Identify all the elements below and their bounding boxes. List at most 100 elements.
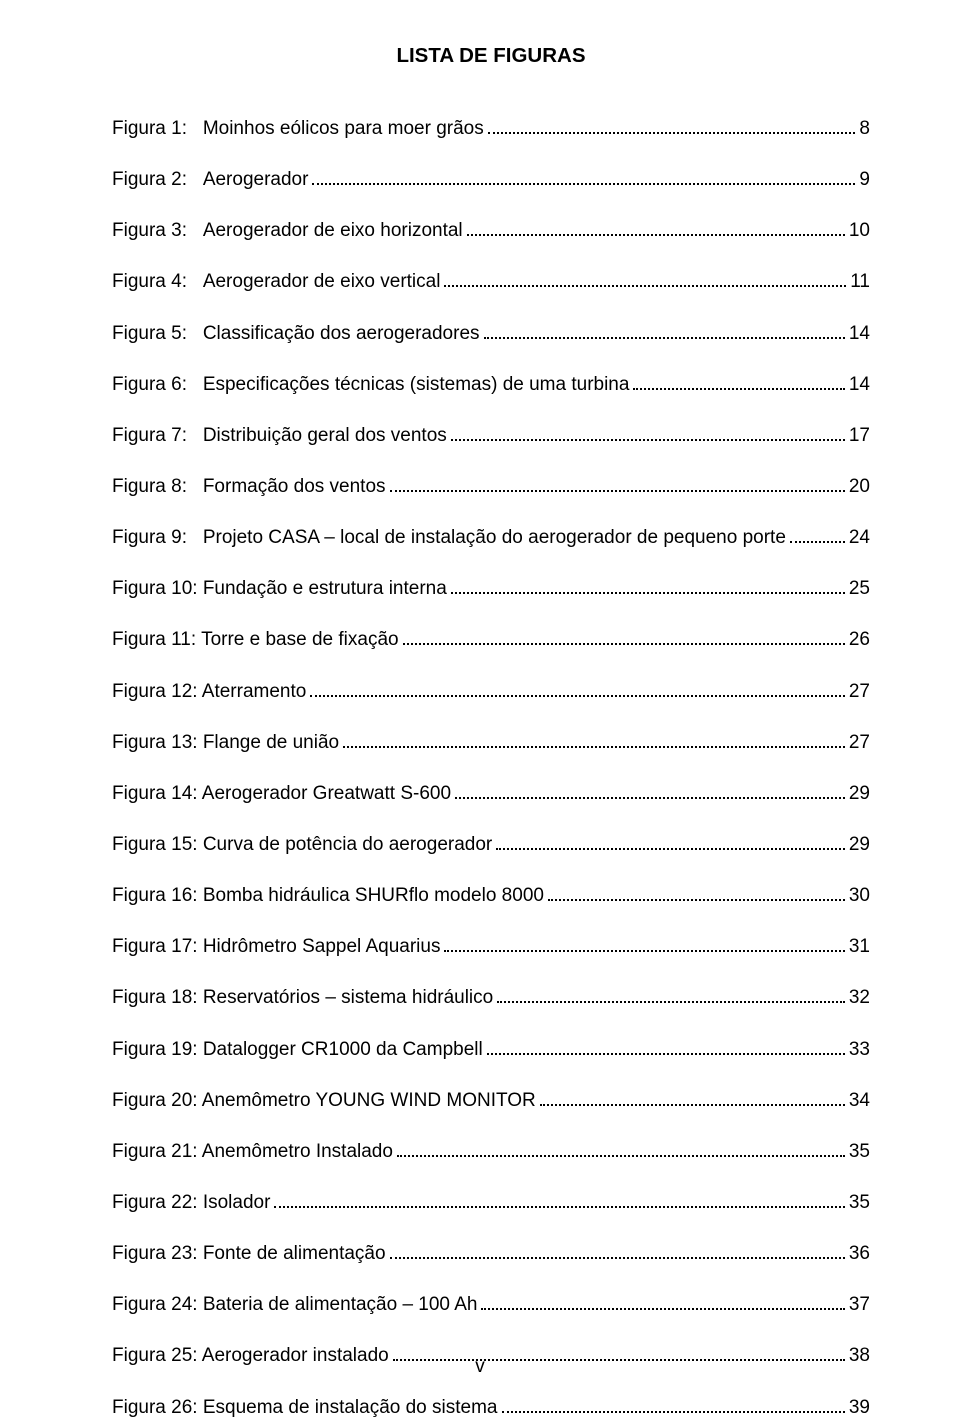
figure-page-number: 17	[849, 423, 870, 449]
figure-page-number: 8	[859, 116, 870, 142]
figure-label: Figura 5: Classificação dos aerogeradore…	[112, 321, 480, 347]
figure-page-number: 26	[849, 627, 870, 653]
figure-page-number: 36	[849, 1241, 870, 1267]
list-item: Figura 18: Reservatórios – sistema hidrá…	[112, 985, 870, 1011]
figure-label: Figura 3: Aerogerador de eixo horizontal	[112, 218, 463, 244]
figure-page-number: 29	[849, 781, 870, 807]
figure-page-number: 35	[849, 1190, 870, 1216]
figure-label: Figura 15: Curva de potência do aerogera…	[112, 832, 492, 858]
figure-page-number: 33	[849, 1037, 870, 1063]
dot-leader	[496, 835, 845, 850]
figure-label: Figura 8: Formação dos ventos	[112, 474, 386, 500]
figure-page-number: 35	[849, 1139, 870, 1165]
figure-label: Figura 18: Reservatórios – sistema hidrá…	[112, 985, 493, 1011]
list-item: Figura 14: Aerogerador Greatwatt S-600 2…	[112, 781, 870, 807]
page-title: LISTA DE FIGURAS	[112, 44, 870, 68]
list-item: Figura 8: Formação dos ventos 20	[112, 474, 870, 500]
list-item: Figura 4: Aerogerador de eixo vertical 1…	[112, 269, 870, 295]
figure-page-number: 34	[849, 1088, 870, 1114]
figure-page-number: 14	[849, 321, 870, 347]
dot-leader	[390, 477, 845, 492]
dot-leader	[633, 374, 844, 389]
list-item: Figura 3: Aerogerador de eixo horizontal…	[112, 218, 870, 244]
list-item: Figura 20: Anemômetro YOUNG WIND MONITOR…	[112, 1088, 870, 1114]
figure-label: Figura 21: Anemômetro Instalado	[112, 1139, 393, 1165]
dot-leader	[487, 1039, 845, 1054]
figure-label: Figura 11: Torre e base de fixação	[112, 627, 399, 653]
dot-leader	[484, 323, 845, 338]
list-item: Figura 2: Aerogerador 9	[112, 167, 870, 193]
figure-page-number: 30	[849, 883, 870, 909]
dot-leader	[488, 119, 856, 134]
list-item: Figura 16: Bomba hidráulica SHURflo mode…	[112, 883, 870, 909]
figure-page-number: 10	[849, 218, 870, 244]
figure-page-number: 27	[849, 679, 870, 705]
figure-page-number: 27	[849, 730, 870, 756]
figure-label: Figura 4: Aerogerador de eixo vertical	[112, 269, 440, 295]
figure-page-number: 20	[849, 474, 870, 500]
list-item: Figura 21: Anemômetro Instalado 35	[112, 1139, 870, 1165]
figure-label: Figura 26: Esquema de instalação do sist…	[112, 1395, 498, 1420]
figure-label: Figura 22: Isolador	[112, 1190, 270, 1216]
dot-leader	[390, 1244, 845, 1259]
dot-leader	[274, 1193, 844, 1208]
dot-leader	[467, 221, 845, 236]
list-item: Figura 7: Distribuição geral dos ventos …	[112, 423, 870, 449]
list-item: Figura 11: Torre e base de fixação 26	[112, 627, 870, 653]
figure-label: Figura 9: Projeto CASA – local de instal…	[112, 525, 786, 551]
dot-leader	[312, 170, 855, 185]
dot-leader	[451, 426, 845, 441]
dot-leader	[790, 528, 845, 543]
figure-page-number: 11	[850, 269, 870, 295]
dot-leader	[455, 784, 845, 799]
list-item: Figura 15: Curva de potência do aerogera…	[112, 832, 870, 858]
list-item: Figura 1: Moinhos eólicos para moer grão…	[112, 116, 870, 142]
dot-leader	[540, 1090, 845, 1105]
list-item: Figura 12: Aterramento 27	[112, 679, 870, 705]
dot-leader	[497, 988, 845, 1003]
figure-label: Figura 7: Distribuição geral dos ventos	[112, 423, 447, 449]
list-item: Figura 5: Classificação dos aerogeradore…	[112, 321, 870, 347]
figure-label: Figura 13: Flange de união	[112, 730, 339, 756]
list-item: Figura 22: Isolador 35	[112, 1190, 870, 1216]
figure-page-number: 25	[849, 576, 870, 602]
dot-leader	[403, 630, 845, 645]
figure-page-number: 9	[859, 167, 870, 193]
list-item: Figura 10: Fundação e estrutura interna …	[112, 576, 870, 602]
list-item: Figura 19: Datalogger CR1000 da Campbell…	[112, 1037, 870, 1063]
dot-leader	[444, 937, 844, 952]
list-item: Figura 24: Bateria de alimentação – 100 …	[112, 1292, 870, 1318]
figure-label: Figura 17: Hidrômetro Sappel Aquarius	[112, 934, 440, 960]
dot-leader	[481, 1295, 844, 1310]
dot-leader	[444, 272, 846, 287]
figure-page-number: 32	[849, 985, 870, 1011]
list-item: Figura 26: Esquema de instalação do sist…	[112, 1395, 870, 1420]
figure-label: Figura 12: Aterramento	[112, 679, 306, 705]
dot-leader	[397, 1142, 845, 1157]
figure-label: Figura 16: Bomba hidráulica SHURflo mode…	[112, 883, 544, 909]
list-item: Figura 6: Especificações técnicas (siste…	[112, 372, 870, 398]
figure-label: Figura 6: Especificações técnicas (siste…	[112, 372, 629, 398]
figure-label: Figura 23: Fonte de alimentação	[112, 1241, 386, 1267]
figure-page-number: 24	[849, 525, 870, 551]
dot-leader	[343, 732, 845, 747]
list-item: Figura 9: Projeto CASA – local de instal…	[112, 525, 870, 551]
list-item: Figura 13: Flange de união 27	[112, 730, 870, 756]
page: LISTA DE FIGURAS Figura 1: Moinhos eólic…	[0, 0, 960, 1408]
dot-leader	[548, 886, 845, 901]
list-item: Figura 23: Fonte de alimentação 36	[112, 1241, 870, 1267]
dot-leader	[451, 579, 845, 594]
list-item: Figura 17: Hidrômetro Sappel Aquarius 31	[112, 934, 870, 960]
figure-label: Figura 24: Bateria de alimentação – 100 …	[112, 1292, 477, 1318]
figure-label: Figura 1: Moinhos eólicos para moer grão…	[112, 116, 484, 142]
page-number-footer: v	[0, 1356, 960, 1378]
dot-leader	[502, 1397, 845, 1412]
figure-page-number: 14	[849, 372, 870, 398]
figure-label: Figura 2: Aerogerador	[112, 167, 308, 193]
figure-list: Figura 1: Moinhos eólicos para moer grão…	[112, 116, 870, 1420]
figure-page-number: 37	[849, 1292, 870, 1318]
dot-leader	[310, 681, 845, 696]
figure-page-number: 31	[849, 934, 870, 960]
figure-label: Figura 14: Aerogerador Greatwatt S-600	[112, 781, 451, 807]
figure-label: Figura 19: Datalogger CR1000 da Campbell	[112, 1037, 483, 1063]
